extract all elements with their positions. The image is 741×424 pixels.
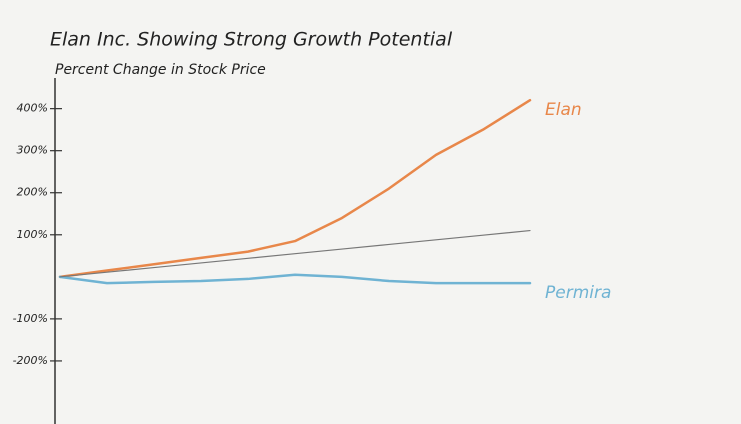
y-tick-label: 200% xyxy=(17,186,48,199)
y-tick-label: 300% xyxy=(17,144,48,157)
legend-label: Permira xyxy=(545,283,611,303)
series-line xyxy=(59,229,531,278)
y-tick-label: 400% xyxy=(17,102,48,115)
y-tick-label: -100% xyxy=(13,312,48,325)
y-tick-label: 100% xyxy=(17,228,48,241)
series-line xyxy=(58,98,532,279)
chart-subtitle: Percent Change in Stock Price xyxy=(55,62,266,78)
series-line xyxy=(58,273,532,285)
y-tick-label: -200% xyxy=(13,354,48,367)
chart-title: Elan Inc. Showing Strong Growth Potentia… xyxy=(50,29,453,51)
legend-label: Elan xyxy=(545,100,582,120)
